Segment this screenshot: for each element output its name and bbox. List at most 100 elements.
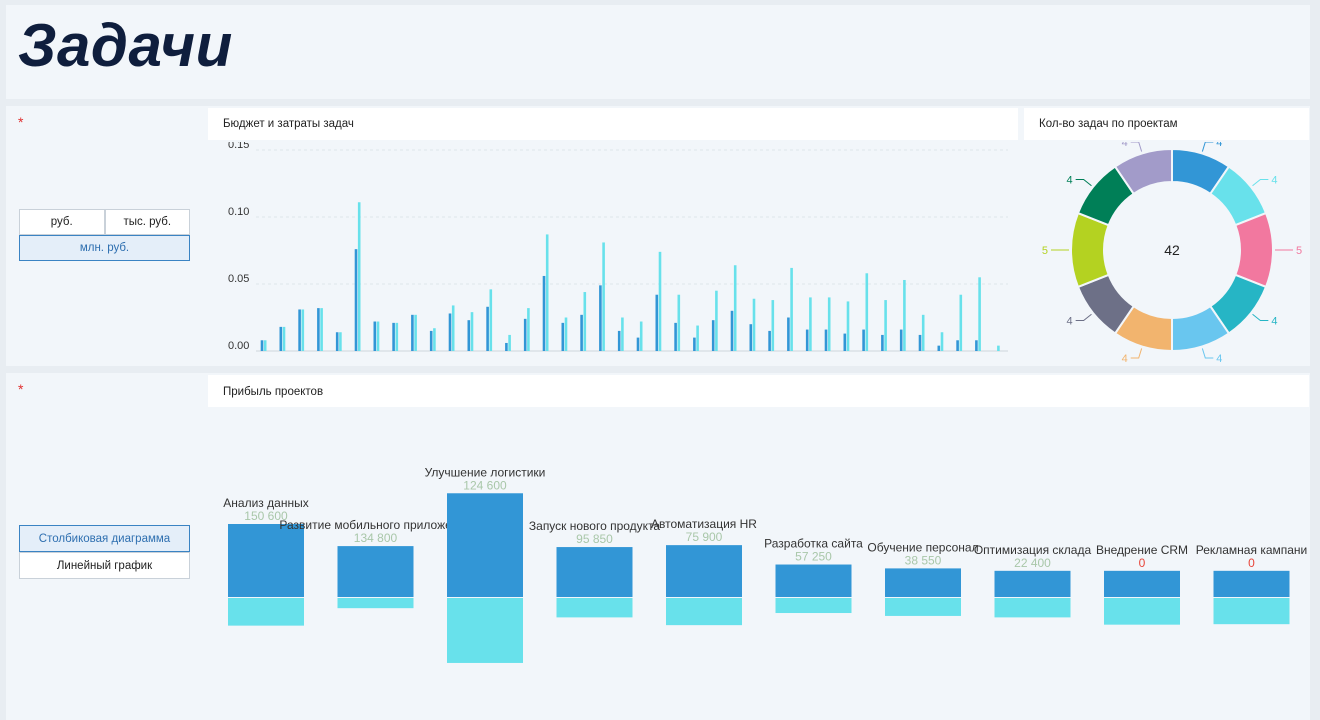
budget-bar[interactable] [263, 340, 267, 351]
income-bar[interactable] [337, 546, 414, 597]
budget-bar[interactable] [846, 301, 850, 351]
cost-bar[interactable] [636, 337, 640, 351]
cost-bar[interactable] [824, 329, 828, 351]
budget-bar[interactable] [527, 308, 530, 351]
cost-bar[interactable] [392, 322, 395, 351]
budget-bar[interactable] [752, 298, 756, 351]
cost-bar[interactable] [298, 309, 301, 351]
budget-bar[interactable] [921, 314, 925, 351]
budget-bar[interactable] [395, 322, 399, 351]
cost-bar[interactable] [599, 285, 602, 351]
budget-bar[interactable] [414, 314, 417, 351]
expense-bar[interactable] [1104, 598, 1180, 625]
cost-bar[interactable] [711, 320, 715, 351]
income-bar[interactable] [1213, 570, 1290, 597]
budget-bar[interactable] [320, 308, 323, 351]
budget-bar[interactable] [903, 279, 906, 351]
cost-bar[interactable] [730, 310, 734, 351]
cost-bar[interactable] [862, 329, 865, 351]
income-bar[interactable] [666, 545, 742, 597]
cost-bar[interactable] [937, 345, 941, 351]
cost-bar[interactable] [674, 322, 677, 351]
income-bar[interactable] [885, 568, 961, 597]
budget-bar[interactable] [790, 267, 793, 351]
budget-bar[interactable] [771, 300, 775, 351]
cost-bar[interactable] [768, 330, 771, 351]
bar-chart-type-button[interactable]: Столбиковая диаграмма [19, 525, 190, 552]
budget-bar[interactable] [884, 300, 887, 351]
cost-bar[interactable] [317, 308, 320, 351]
expense-bar[interactable] [556, 598, 633, 618]
budget-bar[interactable] [564, 317, 568, 352]
cost-bar[interactable] [411, 314, 414, 351]
expense-bar[interactable] [775, 598, 852, 614]
cost-bar[interactable] [354, 249, 358, 351]
budget-bar[interactable] [433, 328, 436, 351]
cost-bar[interactable] [787, 317, 790, 352]
cost-bar[interactable] [918, 334, 922, 351]
unit-million-rub-button[interactable]: млн. руб. [19, 235, 190, 261]
expense-bar[interactable] [1213, 598, 1290, 625]
income-bar[interactable] [994, 570, 1071, 597]
cost-bar[interactable] [260, 340, 264, 351]
cost-bar[interactable] [956, 340, 959, 351]
donut-slice[interactable] [1070, 211, 1110, 289]
cost-bar[interactable] [429, 330, 433, 351]
cost-bar[interactable] [693, 337, 696, 351]
budget-bar[interactable] [339, 332, 342, 351]
cost-bar[interactable] [467, 320, 471, 351]
cost-bar[interactable] [561, 322, 565, 351]
budget-bar[interactable] [677, 294, 681, 351]
budget-bar[interactable] [827, 297, 831, 351]
expense-bar[interactable] [994, 598, 1071, 618]
budget-bar[interactable] [658, 251, 662, 351]
cost-bar[interactable] [335, 332, 339, 351]
expense-bar[interactable] [885, 598, 961, 616]
budget-bar[interactable] [376, 321, 380, 351]
income-bar[interactable] [447, 493, 523, 597]
cost-bar[interactable] [881, 334, 884, 351]
budget-bar[interactable] [357, 202, 361, 351]
budget-bar[interactable] [959, 294, 963, 351]
income-bar[interactable] [1104, 570, 1180, 597]
budget-bar[interactable] [997, 345, 1000, 351]
cost-bar[interactable] [505, 342, 508, 351]
line-chart-type-button[interactable]: Линейный график [19, 552, 190, 579]
budget-bar[interactable] [282, 326, 286, 351]
donut-slice[interactable] [1234, 211, 1274, 289]
cost-bar[interactable] [486, 306, 489, 351]
expense-bar[interactable] [666, 598, 742, 626]
budget-bar[interactable] [451, 305, 455, 351]
budget-bar[interactable] [545, 234, 549, 351]
cost-bar[interactable] [617, 330, 621, 351]
budget-bar[interactable] [602, 242, 605, 351]
cost-bar[interactable] [580, 314, 583, 351]
budget-bar[interactable] [696, 325, 699, 351]
budget-bar[interactable] [301, 309, 305, 351]
cost-bar[interactable] [448, 313, 452, 351]
income-bar[interactable] [775, 564, 852, 597]
income-bar[interactable] [228, 524, 304, 597]
donut-slice[interactable] [1113, 147, 1173, 196]
cost-bar[interactable] [523, 318, 527, 351]
budget-bar[interactable] [489, 289, 493, 351]
budget-bar[interactable] [733, 265, 737, 351]
expense-bar[interactable] [228, 598, 304, 626]
budget-bar[interactable] [809, 297, 812, 351]
budget-bar[interactable] [865, 273, 869, 351]
cost-bar[interactable] [373, 321, 377, 351]
cost-bar[interactable] [542, 275, 546, 351]
cost-bar[interactable] [655, 294, 659, 351]
unit-thousand-rub-button[interactable]: тыс. руб. [104, 209, 190, 235]
budget-bar[interactable] [940, 332, 944, 351]
budget-bar[interactable] [508, 334, 511, 351]
income-bar[interactable] [556, 547, 633, 597]
cost-bar[interactable] [843, 333, 847, 351]
expense-bar[interactable] [447, 598, 523, 663]
cost-bar[interactable] [975, 340, 978, 351]
cost-bar[interactable] [749, 324, 753, 351]
budget-bar[interactable] [470, 312, 474, 351]
budget-bar[interactable] [978, 277, 981, 351]
budget-bar[interactable] [639, 321, 643, 351]
cost-bar[interactable] [805, 329, 809, 351]
